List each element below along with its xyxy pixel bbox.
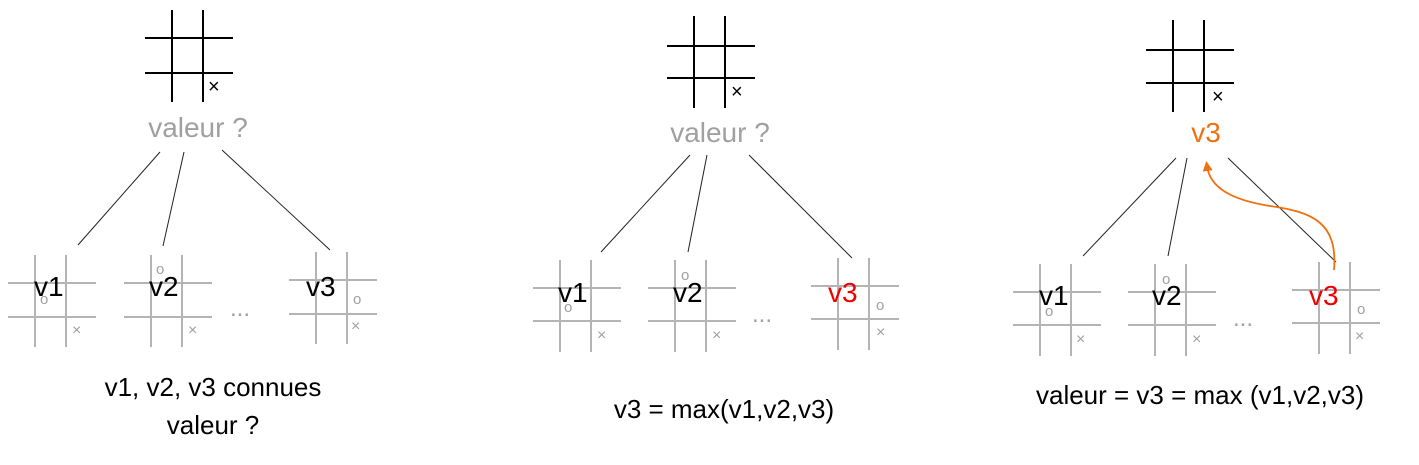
root-board xyxy=(667,16,755,108)
root-value-label: v3 xyxy=(1191,117,1221,148)
x-mark: × xyxy=(1076,331,1085,348)
x-mark: × xyxy=(1192,331,1201,348)
root-board xyxy=(145,10,233,102)
o-mark: o xyxy=(156,261,164,278)
child-value-label: v3 xyxy=(306,271,336,302)
caption-line-1: valeur = v3 = max (v1,v2,v3) xyxy=(1036,380,1364,410)
panel-3: × v3 o × v1 o × xyxy=(1013,20,1380,410)
root-value-label: valeur ? xyxy=(148,112,248,143)
tree-edges xyxy=(77,149,331,251)
panel-2: × valeur ? o × v1 o xyxy=(533,16,899,424)
child-board-3: o × v3 xyxy=(289,252,377,344)
tree-edges xyxy=(600,154,853,259)
child-value-label: v2 xyxy=(673,277,703,308)
child-value-label: v1 xyxy=(1039,280,1069,311)
caption-line-1: v3 = max(v1,v2,v3) xyxy=(614,394,834,424)
propagation-arrow xyxy=(1202,161,1336,271)
child-board-3: o × v3 xyxy=(811,258,899,350)
tree-edges xyxy=(1082,157,1337,263)
o-mark: o xyxy=(1357,301,1365,318)
x-mark: × xyxy=(72,322,81,339)
child-board-2: o × v2 xyxy=(124,255,212,347)
o-mark: o xyxy=(564,299,572,316)
o-mark: o xyxy=(876,297,884,314)
child-value-label: v3 xyxy=(828,277,858,308)
x-mark: × xyxy=(712,327,721,344)
child-board-1: o × v1 xyxy=(533,260,621,352)
o-mark: o xyxy=(40,291,48,308)
o-mark: o xyxy=(353,291,361,308)
root-board xyxy=(1146,20,1234,112)
child-value-label: v3 xyxy=(1309,280,1339,311)
child-board-1: o × v1 xyxy=(8,255,96,347)
o-mark: o xyxy=(681,267,689,284)
ellipsis: ... xyxy=(1233,305,1253,332)
x-mark: × xyxy=(1355,328,1364,345)
child-board-2: o × v2 xyxy=(648,260,736,352)
child-board-2: o × v2 xyxy=(1128,264,1216,356)
ellipsis: ... xyxy=(752,301,772,328)
panel-1: × valeur ? o × v1 xyxy=(8,10,377,440)
x-mark: × xyxy=(188,322,197,339)
x-mark: × xyxy=(351,318,360,335)
child-board-1: o × v1 xyxy=(1013,264,1101,356)
child-board-3: o × v3 xyxy=(1292,262,1380,354)
x-mark: × xyxy=(876,324,885,341)
x-mark: × xyxy=(597,327,606,344)
root-value-label: valeur ? xyxy=(670,117,770,148)
root-board-x-mark: × xyxy=(1212,86,1224,108)
caption-line-1: v1, v2, v3 connues xyxy=(105,372,322,402)
ellipsis: ... xyxy=(230,295,250,322)
child-value-label: v2 xyxy=(1152,280,1182,311)
caption-line-2: valeur ? xyxy=(167,410,260,440)
o-mark: o xyxy=(1162,271,1170,288)
o-mark: o xyxy=(1045,303,1053,320)
child-value-label: v1 xyxy=(558,277,588,308)
child-value-label: v2 xyxy=(149,271,179,302)
root-board-x-mark: × xyxy=(208,76,220,98)
child-value-label: v1 xyxy=(34,271,64,302)
root-board-x-mark: × xyxy=(731,81,743,103)
